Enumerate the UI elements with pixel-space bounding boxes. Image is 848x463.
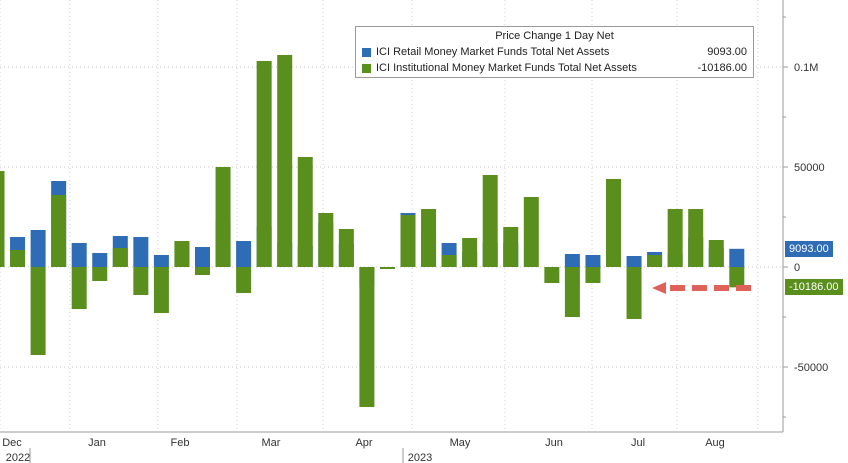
bar-institutional [256, 61, 272, 267]
bar-retail [626, 256, 642, 267]
x-tick-label: Mar [262, 437, 281, 449]
x-tick-label: Jul [631, 437, 645, 449]
bar-institutional [318, 213, 334, 267]
bar-institutional [379, 267, 395, 269]
bar-institutional [462, 238, 478, 267]
bar-institutional [626, 267, 642, 319]
bar-retail [30, 230, 46, 267]
legend: Price Change 1 Day Net ICI Retail Money … [355, 26, 754, 78]
bar-institutional [215, 167, 231, 267]
x-year-label: 2022 [6, 452, 30, 463]
bar-institutional [708, 240, 724, 267]
bar-institutional [10, 250, 26, 267]
bar-institutional [0, 171, 5, 267]
bar-retail [153, 255, 169, 267]
bar-retail [71, 243, 87, 267]
bar-institutional [71, 267, 87, 309]
bar-retail [564, 254, 580, 267]
x-tick-label: Jan [88, 437, 106, 449]
bar-institutional [51, 195, 67, 267]
y-axis-ticks: -50000 0 50000 0.1M [783, 16, 828, 418]
bar-institutional [482, 175, 498, 267]
bar-institutional [503, 227, 519, 267]
bar-institutional [606, 179, 621, 267]
x-tick-label: Jun [545, 437, 563, 449]
x-tick-label: Apr [355, 437, 372, 449]
y-tick-label: 0 [794, 262, 800, 274]
bar-institutional [112, 248, 128, 267]
bar-institutional [400, 215, 416, 267]
legend-value-retail: 9093.00 [707, 46, 747, 58]
bar-retail [133, 237, 149, 267]
x-tick-label: May [450, 437, 471, 449]
bar-institutional [92, 267, 108, 281]
bars [0, 55, 745, 407]
arrow-head [652, 282, 666, 294]
bar-institutional [236, 267, 252, 293]
bar-institutional [441, 255, 457, 267]
legend-value-institutional: -10186.00 [697, 62, 747, 74]
bar-institutional [195, 267, 210, 275]
bar-institutional [133, 267, 149, 295]
legend-label-retail: ICI Retail Money Market Funds Total Net … [376, 46, 610, 58]
bar-institutional [338, 229, 354, 267]
bar-institutional [174, 241, 190, 267]
bar-institutional [30, 267, 46, 355]
legend-item-retail: ICI Retail Money Market Funds Total Net … [362, 45, 747, 59]
bar-retail [195, 247, 210, 267]
legend-label-institutional: ICI Institutional Money Market Funds Tot… [376, 62, 637, 74]
last-value-tag-retail: 9093.00 [785, 240, 833, 257]
bar-institutional [729, 267, 745, 288]
x-tick-label: Aug [705, 437, 725, 449]
x-tick-label: Feb [171, 437, 190, 449]
legend-swatch-institutional [362, 63, 371, 73]
bar-retail [92, 253, 108, 267]
x-tick-label: Dec [2, 437, 22, 449]
y-tick-label: -50000 [794, 362, 828, 374]
bar-institutional [667, 209, 683, 267]
bar-institutional [359, 267, 375, 407]
bar-institutional [647, 255, 663, 267]
legend-item-institutional: ICI Institutional Money Market Funds Tot… [362, 61, 747, 75]
legend-title: Price Change 1 Day Net [495, 30, 614, 42]
bar-retail [729, 248, 745, 267]
legend-swatch-retail [362, 47, 371, 57]
bar-retail [585, 255, 601, 267]
bar-institutional [277, 55, 293, 267]
x-year-label: 2023 [408, 452, 432, 463]
bar-institutional [564, 267, 580, 317]
bar-institutional [688, 209, 704, 267]
bar-institutional [523, 197, 539, 267]
bar-institutional [153, 267, 169, 313]
bar-institutional [421, 209, 437, 267]
y-tick-label: 0.1M [794, 62, 818, 74]
last-value-tag-institutional: -10186.00 [785, 279, 843, 296]
red-dashed-arrow [652, 282, 752, 294]
bar-institutional [297, 157, 313, 267]
bar-retail [236, 241, 252, 267]
y-tick-label: 50000 [794, 162, 825, 174]
x-axis-ticks: Dec Jan Feb Mar Apr May Jun Jul Aug 2022 2023 [2, 437, 725, 463]
bar-institutional [544, 267, 560, 283]
bar-institutional [585, 267, 601, 283]
